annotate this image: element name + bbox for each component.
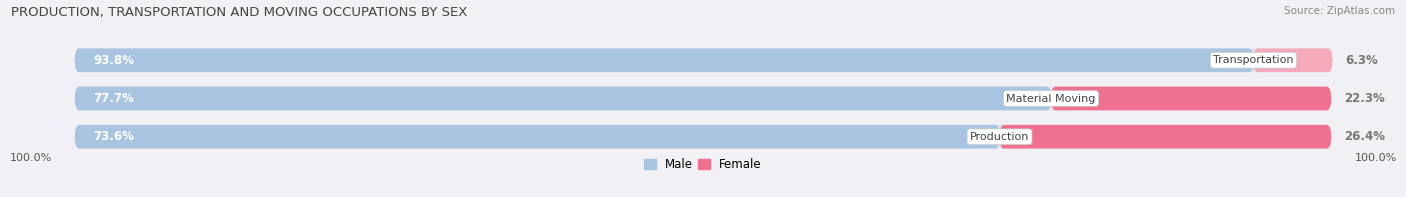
FancyBboxPatch shape — [1000, 125, 1331, 149]
Text: 22.3%: 22.3% — [1344, 92, 1385, 105]
Text: Material Moving: Material Moving — [1007, 94, 1095, 103]
Text: 100.0%: 100.0% — [1354, 153, 1396, 163]
Text: 26.4%: 26.4% — [1344, 130, 1385, 143]
Text: 77.7%: 77.7% — [94, 92, 135, 105]
FancyBboxPatch shape — [1253, 48, 1333, 72]
FancyBboxPatch shape — [75, 48, 1253, 72]
Text: Source: ZipAtlas.com: Source: ZipAtlas.com — [1284, 6, 1395, 16]
Text: 73.6%: 73.6% — [94, 130, 135, 143]
FancyBboxPatch shape — [75, 125, 1000, 149]
Text: Production: Production — [970, 132, 1029, 142]
Text: PRODUCTION, TRANSPORTATION AND MOVING OCCUPATIONS BY SEX: PRODUCTION, TRANSPORTATION AND MOVING OC… — [11, 6, 468, 19]
FancyBboxPatch shape — [75, 87, 1052, 110]
Text: 6.3%: 6.3% — [1346, 54, 1378, 67]
FancyBboxPatch shape — [75, 87, 1331, 110]
FancyBboxPatch shape — [75, 125, 1331, 149]
Text: 93.8%: 93.8% — [94, 54, 135, 67]
Text: Transportation: Transportation — [1213, 55, 1294, 65]
FancyBboxPatch shape — [75, 48, 1331, 72]
Text: 100.0%: 100.0% — [10, 153, 52, 163]
FancyBboxPatch shape — [1052, 87, 1331, 110]
Legend: Male, Female: Male, Female — [644, 158, 762, 171]
